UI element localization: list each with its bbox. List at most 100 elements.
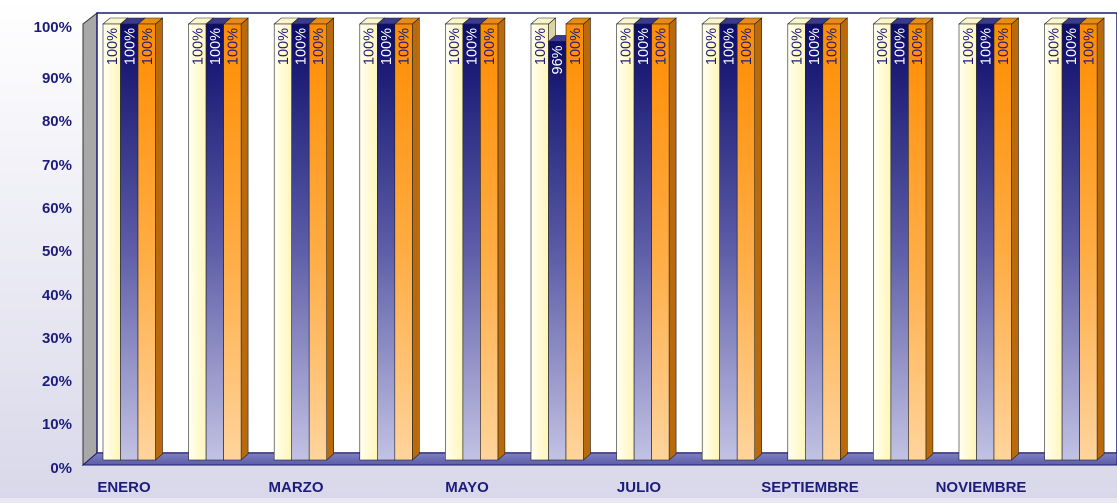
bar-febrero-s1: [188, 23, 207, 461]
data-label-marzo-s3: 100%: [311, 28, 327, 65]
bar-enero-s2: [120, 23, 139, 461]
bar-septiembre-s2: [804, 23, 824, 461]
left-wall: [82, 11, 98, 467]
bar-side-agosto-s3: [754, 17, 763, 461]
data-label-julio-s3: 100%: [653, 28, 669, 65]
x-category-label-enero: ENERO: [97, 479, 151, 496]
bar-side-junio-s3: [583, 17, 591, 461]
y-tick-label: 100%: [34, 19, 72, 36]
data-label-marzo-s1: 100%: [276, 28, 292, 65]
chart-floor: [81, 452, 1117, 466]
data-label-mayo-s3: 100%: [482, 28, 498, 65]
data-label-enero-s1: 100%: [105, 28, 121, 65]
bar-agosto-s2: [719, 23, 738, 461]
bar-side-diciembre-s3: [1096, 17, 1105, 461]
bar-side-febrero-s3: [240, 17, 249, 461]
bar-octubre-s3: [908, 23, 927, 461]
bar-abril-s2: [376, 23, 396, 461]
data-label-septiembre-s2: 100%: [807, 28, 823, 65]
data-label-octubre-s2: 100%: [893, 28, 909, 65]
data-label-enero-s2: 100%: [122, 28, 138, 65]
data-label-octubre-s3: 100%: [910, 28, 926, 65]
bars-group: [102, 17, 1105, 461]
bar-marzo-s3: [308, 23, 328, 461]
data-label-febrero-s1: 100%: [190, 28, 206, 65]
bar-octubre-s1: [873, 23, 892, 461]
data-label-agosto-s3: 100%: [739, 28, 755, 65]
y-tick-label: 60%: [42, 200, 72, 217]
y-tick-label: 50%: [42, 243, 72, 260]
data-label-junio-s3: 100%: [568, 28, 584, 65]
bar-diciembre-s1: [1044, 23, 1063, 461]
data-label-septiembre-s3: 100%: [825, 28, 841, 65]
data-label-octubre-s1: 100%: [875, 28, 891, 65]
bar-diciembre-s2: [1061, 23, 1080, 461]
x-category-label-mayo: MAYO: [445, 479, 489, 496]
data-label-abril-s3: 100%: [397, 28, 413, 65]
x-category-label-noviembre: NOVIEMBRE: [936, 479, 1027, 496]
data-label-agosto-s1: 100%: [704, 28, 720, 65]
bar-agosto-s1: [701, 23, 721, 461]
bar-agosto-s3: [736, 23, 756, 461]
data-label-noviembre-s1: 100%: [961, 28, 977, 65]
y-tick-label: 90%: [42, 70, 72, 87]
data-label-junio-s1: 100%: [533, 28, 549, 65]
data-label-noviembre-s2: 100%: [978, 28, 994, 65]
bar-enero-s3: [137, 23, 156, 461]
x-category-label-septiembre: SEPTIEMBRE: [761, 479, 859, 496]
bar-mayo-s3: [480, 23, 499, 461]
bar-noviembre-s1: [958, 23, 977, 461]
data-label-diciembre-s1: 100%: [1046, 28, 1062, 65]
bar-febrero-s3: [223, 23, 242, 461]
bar-side-noviembre-s3: [1011, 17, 1019, 461]
data-label-julio-s2: 100%: [636, 28, 652, 65]
x-category-label-julio: JULIO: [617, 479, 662, 496]
bar-junio-s2: [548, 41, 567, 461]
bar-noviembre-s2: [976, 23, 995, 461]
bar-noviembre-s3: [993, 23, 1012, 461]
y-tick-label: 10%: [42, 416, 72, 433]
data-label-febrero-s3: 100%: [225, 28, 241, 65]
data-label-agosto-s2: 100%: [721, 28, 737, 65]
bar-marzo-s1: [273, 23, 293, 461]
bar-julio-s2: [633, 23, 652, 461]
bar-junio-s1: [530, 23, 549, 461]
bar-septiembre-s1: [787, 23, 806, 461]
x-category-label-marzo: MARZO: [269, 479, 324, 496]
x-axis-category-labels: ENERO MARZO MAYO JULIO SEPTIEMBRE NOVIEM…: [97, 479, 1026, 496]
data-label-enero-s3: 100%: [140, 28, 156, 65]
bar-octubre-s2: [890, 23, 909, 461]
bar-enero-s1: [102, 23, 121, 461]
y-tick-label: 30%: [42, 330, 72, 347]
bar-side-enero-s3: [155, 17, 163, 461]
bar-julio-s1: [616, 23, 635, 461]
y-tick-label: 80%: [42, 113, 72, 130]
data-label-febrero-s2: 100%: [208, 28, 224, 65]
bar-julio-s3: [651, 23, 670, 461]
data-label-marzo-s2: 100%: [293, 28, 309, 65]
y-axis-tick-labels: 0% 10% 20% 30% 40% 50% 60% 70% 80% 90% 1…: [34, 19, 72, 477]
bar-side-marzo-s3: [326, 17, 335, 461]
bar-side-abril-s3: [411, 17, 420, 461]
data-labels-group: 100% 100% 100% 100% 100% 100% 100% 100% 100% 100%…: [105, 28, 1098, 75]
bar-diciembre-s3: [1079, 23, 1098, 461]
data-label-septiembre-s1: 100%: [790, 28, 806, 65]
bar-side-octubre-s3: [925, 17, 934, 461]
bar-septiembre-s3: [822, 23, 841, 461]
bar-side-septiembre-s3: [839, 17, 848, 461]
bar-abril-s3: [394, 23, 413, 461]
bar-febrero-s2: [205, 23, 224, 461]
data-label-mayo-s2: 100%: [465, 28, 481, 65]
data-label-mayo-s1: 100%: [447, 28, 463, 65]
bar-marzo-s2: [291, 23, 310, 461]
bar-mayo-s2: [462, 23, 481, 461]
y-tick-label: 20%: [42, 373, 72, 390]
bar-side-julio-s3: [668, 17, 677, 461]
y-tick-label: 70%: [42, 157, 72, 174]
data-label-diciembre-s3: 100%: [1081, 28, 1097, 65]
data-label-diciembre-s2: 100%: [1064, 28, 1080, 65]
bar-abril-s1: [359, 23, 378, 461]
bar-mayo-s1: [445, 23, 464, 461]
